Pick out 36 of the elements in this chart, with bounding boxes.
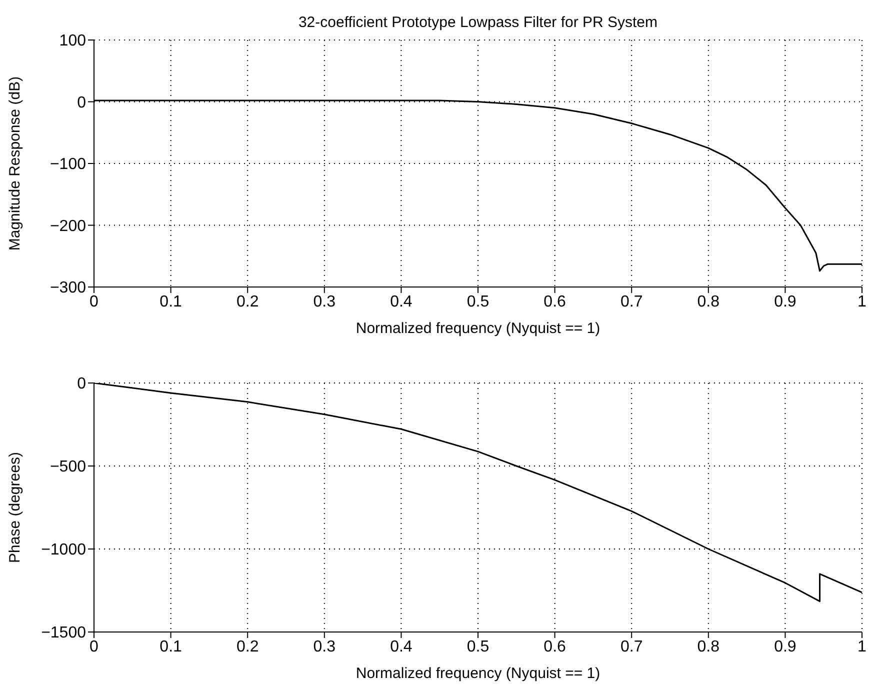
y-tick-label: −300 — [50, 280, 86, 297]
x-tick-label: 0.3 — [313, 638, 336, 656]
y-tick-label: −100 — [50, 156, 86, 174]
x-tick-label: 0.8 — [697, 293, 720, 310]
y-tick-label: 0 — [77, 376, 86, 393]
y-axis-title: Magnitude Response (dB) — [6, 76, 24, 251]
y-axis-title: Phase (degrees) — [6, 452, 24, 563]
y-tick-label: −200 — [50, 218, 86, 235]
y-tick-label: −1000 — [41, 542, 86, 559]
x-tick-label: 0.7 — [620, 638, 643, 656]
x-tick-label: 0.9 — [774, 293, 796, 310]
x-tick-label: 0.5 — [466, 293, 490, 310]
x-tick-label: 0.9 — [774, 638, 796, 656]
x-tick-label: 0.2 — [236, 293, 259, 310]
x-tick-label: 0.1 — [160, 293, 182, 310]
chart-title: 32-coefficient Prototype Lowpass Filter for PR System — [297, 14, 659, 31]
x-tick-label: 0.5 — [466, 638, 490, 656]
x-tick-label: 0.3 — [313, 293, 336, 310]
y-tick-label: −500 — [50, 458, 86, 476]
x-tick-label: 1 — [858, 293, 867, 310]
x-tick-label: 0.8 — [697, 638, 720, 656]
x-tick-label: 0.2 — [236, 638, 259, 656]
x-tick-label: 0.4 — [390, 638, 412, 656]
x-tick-label: 0 — [90, 638, 99, 656]
x-axis-title: Normalized frequency (Nyquist == 1) — [356, 320, 600, 337]
y-tick-label: 0 — [77, 94, 86, 112]
x-tick-label: 0.1 — [160, 638, 182, 656]
x-tick-label: 0.7 — [620, 293, 643, 310]
x-tick-label: 0.4 — [390, 293, 412, 310]
x-axis-title: Normalized frequency (Nyquist == 1) — [356, 665, 600, 682]
x-tick-label: 0.6 — [544, 293, 566, 310]
x-tick-label: 0 — [90, 293, 99, 310]
x-tick-label: 1 — [858, 638, 867, 656]
x-tick-label: 0.6 — [544, 638, 566, 656]
y-tick-label: −1500 — [41, 624, 86, 642]
y-tick-label: 100 — [59, 32, 86, 50]
